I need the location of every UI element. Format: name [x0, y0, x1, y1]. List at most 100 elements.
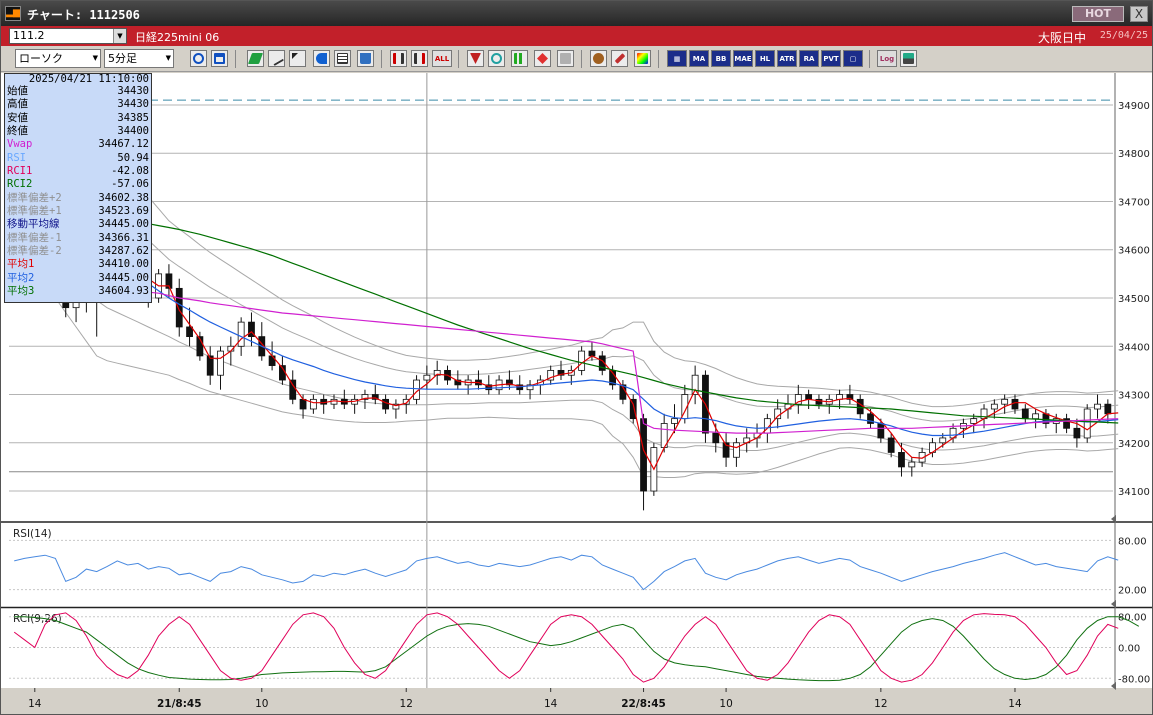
grid-icon[interactable]: ▦ [667, 50, 687, 67]
list-icon[interactable] [334, 50, 351, 67]
data-panel-label: 標準偏差+1 [7, 205, 62, 218]
data-panel-row: 標準偏差-1 34366.31 [5, 232, 151, 245]
separator [581, 50, 582, 68]
undo-icon[interactable] [313, 50, 330, 67]
data-panel-value: -57.06 [111, 178, 149, 191]
search-icon[interactable] [488, 50, 505, 67]
hot-button[interactable]: HOT [1072, 6, 1124, 22]
data-panel-label: 平均3 [7, 285, 35, 298]
line-draw-icon[interactable] [268, 50, 285, 67]
rci-tick-label: 0.00 [1118, 644, 1140, 655]
pvt-button[interactable]: PVT [821, 50, 841, 67]
candle-body [165, 273, 173, 289]
x-tick-label: 12 [874, 698, 887, 710]
chart-background [1, 73, 1152, 714]
candle-body [433, 369, 441, 376]
all-icon[interactable]: ALL [432, 50, 452, 67]
data-panel-value: 34445.00 [98, 218, 149, 231]
data-panel-label: 標準偏差-2 [7, 245, 62, 258]
price-line-avg3 [14, 216, 1119, 424]
candle-body [186, 326, 193, 338]
mae-button[interactable]: MAE [733, 50, 753, 67]
price-tick-label: 34400 [1118, 342, 1150, 353]
window-title: チャート: 1112506 [27, 8, 140, 22]
rci-tick-label: -80.00 [1118, 674, 1150, 685]
log-button[interactable]: Log [877, 50, 897, 67]
candle-right-icon[interactable] [411, 50, 428, 67]
candle-left-icon[interactable] [390, 50, 407, 67]
rsi-line [14, 552, 1119, 591]
scroll-arrow-icon [1111, 515, 1116, 523]
separator [869, 50, 870, 68]
data-panel-label: 標準偏差+2 [7, 191, 62, 204]
data-panel-label: RCI2 [7, 178, 33, 191]
period-select[interactable]: 5分足 ▼ [104, 49, 174, 68]
data-panel-label: 移動平均線 [7, 218, 60, 231]
candle-body [1001, 398, 1009, 405]
data-panel-row: 高値 34430 [5, 98, 151, 111]
pencil-icon[interactable] [247, 50, 264, 67]
candle-body [392, 403, 400, 410]
price-tick-label: 34200 [1118, 439, 1150, 450]
candle-body [815, 398, 823, 405]
cursor-icon[interactable] [289, 50, 306, 67]
arrow-down-icon[interactable] [467, 50, 484, 67]
chart-type-value: ローソク [19, 52, 63, 65]
candle-body [1083, 408, 1091, 439]
hl-button[interactable]: HL [755, 50, 775, 67]
candle-body [454, 379, 462, 386]
candle-body [990, 403, 998, 410]
bb-button[interactable]: BB [711, 50, 731, 67]
wrench-icon[interactable] [611, 50, 628, 67]
atr-button[interactable]: ATR [777, 50, 797, 67]
rsi-tick-label: 80.00 [1118, 536, 1147, 547]
separator [458, 50, 459, 68]
ma-button[interactable]: MA [689, 50, 709, 67]
candle-body [1011, 398, 1019, 410]
ra-button[interactable]: RA [799, 50, 819, 67]
data-panel-row: 平均1 34410.00 [5, 258, 151, 271]
data-panel-value: 34430 [117, 85, 149, 97]
x-tick-label: 10 [255, 698, 268, 710]
candle-body [733, 442, 740, 458]
close-button[interactable]: X [1130, 6, 1148, 22]
price-line-vwap [13, 249, 1119, 434]
zoom-icon[interactable] [190, 50, 207, 67]
chart-app-icon: ▂▆ [5, 6, 21, 21]
data-panel-label: RSI [7, 151, 26, 164]
code-select[interactable]: 111.2 ▼ [9, 28, 127, 44]
x-tick-label: 10 [719, 698, 732, 710]
window-icon[interactable] [211, 50, 228, 67]
palette-icon[interactable] [634, 50, 651, 67]
data-panel-value: 34366.31 [98, 231, 149, 244]
title-bar[interactable]: ▂▆ チャート: 1112506 HOT X [1, 1, 1152, 26]
chart-area[interactable]: 34900 34800 34700 34600 34500 34400 34300 34200… [1, 73, 1153, 715]
scroll-arrow-icon [1111, 682, 1116, 690]
candle-body [289, 379, 297, 400]
export-icon[interactable] [900, 50, 917, 67]
settings-icon[interactable] [590, 50, 607, 67]
candle-body [506, 379, 513, 386]
data-panel-row: RCI2 -57.06 [5, 178, 151, 191]
scroll-arrow-icon [1111, 600, 1116, 608]
separator [235, 50, 236, 68]
candle-body [557, 369, 565, 376]
data-panel-label: 安値 [7, 111, 28, 124]
delete-icon[interactable] [357, 50, 374, 67]
data-panel-label: 標準偏差-1 [7, 231, 62, 244]
candle-body [691, 374, 699, 395]
rsi-tick-label: 20.00 [1118, 586, 1147, 597]
info-icon[interactable] [557, 50, 574, 67]
signal-icon[interactable] [534, 50, 551, 67]
chevron-down-icon[interactable]: ▼ [113, 29, 126, 43]
bar-chart-icon[interactable] [511, 50, 528, 67]
data-panel-row: 標準偏差-2 34287.62 [5, 245, 151, 258]
price-tick-label: 34300 [1118, 391, 1150, 402]
data-panel-label: Vwap [7, 138, 33, 151]
chart-type-select[interactable]: ローソク ▼ [15, 49, 101, 68]
data-panel-value: 34430 [117, 98, 149, 111]
data-panel-row: 安値 34385 [5, 112, 151, 125]
candle-body [908, 461, 916, 468]
box-icon[interactable]: ▢ [843, 50, 863, 67]
candle-body [485, 384, 493, 391]
